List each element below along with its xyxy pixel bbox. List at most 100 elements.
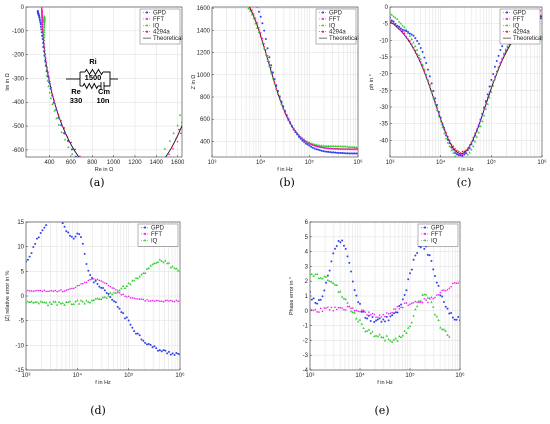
series-fft-point xyxy=(421,301,424,304)
series-fft-point xyxy=(179,300,180,303)
series-gpd-point xyxy=(329,151,332,154)
series-fft-point xyxy=(327,306,329,308)
series-gpd-point xyxy=(450,146,453,149)
series-gpd-point xyxy=(222,76,224,78)
series-4294a-point xyxy=(60,120,62,122)
series-fft-point xyxy=(418,57,420,60)
series-fft-point xyxy=(93,277,95,280)
series-iq-point xyxy=(502,51,506,54)
series-fft-point xyxy=(48,77,50,79)
series-4294a-point xyxy=(57,113,60,116)
series-gpd-point xyxy=(83,252,86,255)
series-gpd-point xyxy=(412,34,415,37)
series-iq-point xyxy=(323,275,326,278)
series-4294a-point xyxy=(74,148,76,151)
series-fft-point xyxy=(391,21,393,24)
series-fft-point xyxy=(170,299,172,302)
series-fft-point xyxy=(485,101,487,104)
series-gpd-point xyxy=(390,16,391,19)
series-iq-point xyxy=(356,146,358,149)
series-fft-point xyxy=(375,316,377,318)
series-fft-point xyxy=(166,299,168,302)
series-iq-point xyxy=(116,289,119,292)
x-tick-label: 10⁴ xyxy=(256,159,266,166)
series-iq-point xyxy=(309,142,313,145)
legend-box xyxy=(417,223,459,247)
series-iq-point xyxy=(92,298,96,302)
series-fft-point xyxy=(392,23,395,26)
series-fft-point xyxy=(41,290,44,293)
series-iq-point xyxy=(470,148,473,151)
series-iq-point xyxy=(448,144,451,148)
series-iq-point xyxy=(171,265,174,268)
series-gpd-point xyxy=(28,255,31,258)
series-gpd-point xyxy=(437,110,440,113)
series-gpd-point xyxy=(166,352,169,355)
series-fft-point xyxy=(120,293,123,296)
series-iq-point xyxy=(340,295,344,298)
series-fft-point xyxy=(360,309,363,311)
series-gpd-point xyxy=(277,89,280,92)
series-iq-point xyxy=(376,335,380,338)
series-gpd-point xyxy=(486,93,489,96)
plot-area xyxy=(36,7,224,188)
series-gpd-point xyxy=(342,244,345,247)
series-fft-point xyxy=(41,20,43,22)
series-fft-point xyxy=(135,186,137,188)
series-fft-point xyxy=(155,299,157,302)
series-iq-point xyxy=(337,290,340,293)
series-iq-point xyxy=(332,144,335,148)
series-fft-point xyxy=(407,304,410,307)
series-4294a-point xyxy=(181,121,182,124)
series-iq-point xyxy=(173,266,176,270)
series-fft-point xyxy=(301,138,304,140)
series-iq-point xyxy=(63,138,67,141)
series-gpd-point xyxy=(364,316,367,319)
series-gpd-point xyxy=(32,246,35,249)
series-iq-point xyxy=(269,71,273,74)
series-fft-point xyxy=(50,289,53,292)
series-gpd-point xyxy=(102,287,104,290)
series-gpd-point xyxy=(96,282,99,285)
series-iq-point xyxy=(479,125,482,128)
series-fft-point xyxy=(494,75,496,78)
series-fft-point xyxy=(82,282,84,285)
series-fft-point xyxy=(38,289,40,292)
series-gpd-point xyxy=(70,148,73,151)
series-iq-point xyxy=(55,303,59,306)
series-fft-point xyxy=(328,308,331,311)
series-fft-point xyxy=(42,39,45,42)
series-gpd-point xyxy=(434,274,436,277)
series-4294a-point xyxy=(200,37,202,39)
series-gpd-point xyxy=(39,25,42,28)
series-iq-point xyxy=(342,297,346,300)
series-gpd-point xyxy=(179,353,180,356)
series-iq-point xyxy=(37,302,41,305)
series-4294a-point xyxy=(445,131,447,134)
series-iq-point xyxy=(242,0,244,1)
series-fft-point xyxy=(308,142,311,145)
series-fft-point xyxy=(246,0,248,2)
plot-area xyxy=(310,239,460,343)
series-fft-point xyxy=(384,315,386,318)
series-fft-point xyxy=(74,286,77,289)
series-fft-point xyxy=(488,91,491,94)
series-gpd-point xyxy=(173,354,176,357)
series-iq-point xyxy=(403,26,406,29)
series-4294a-point xyxy=(252,15,255,17)
series-gpd-point xyxy=(135,332,137,335)
series-fft-point xyxy=(414,50,417,53)
series-gpd-point xyxy=(323,150,326,153)
series-iq-point xyxy=(424,293,428,296)
series-gpd-point xyxy=(221,65,223,67)
series-iq-point xyxy=(349,145,353,148)
series-fft-point xyxy=(200,57,202,59)
series-gpd-point xyxy=(399,27,402,30)
series-4294a-point xyxy=(454,147,456,150)
series-gpd-point xyxy=(412,258,415,261)
series-gpd-point xyxy=(306,143,309,146)
series-gpd-point xyxy=(337,239,340,242)
series-4294a-point xyxy=(401,30,404,33)
series-fft-point xyxy=(176,140,179,143)
